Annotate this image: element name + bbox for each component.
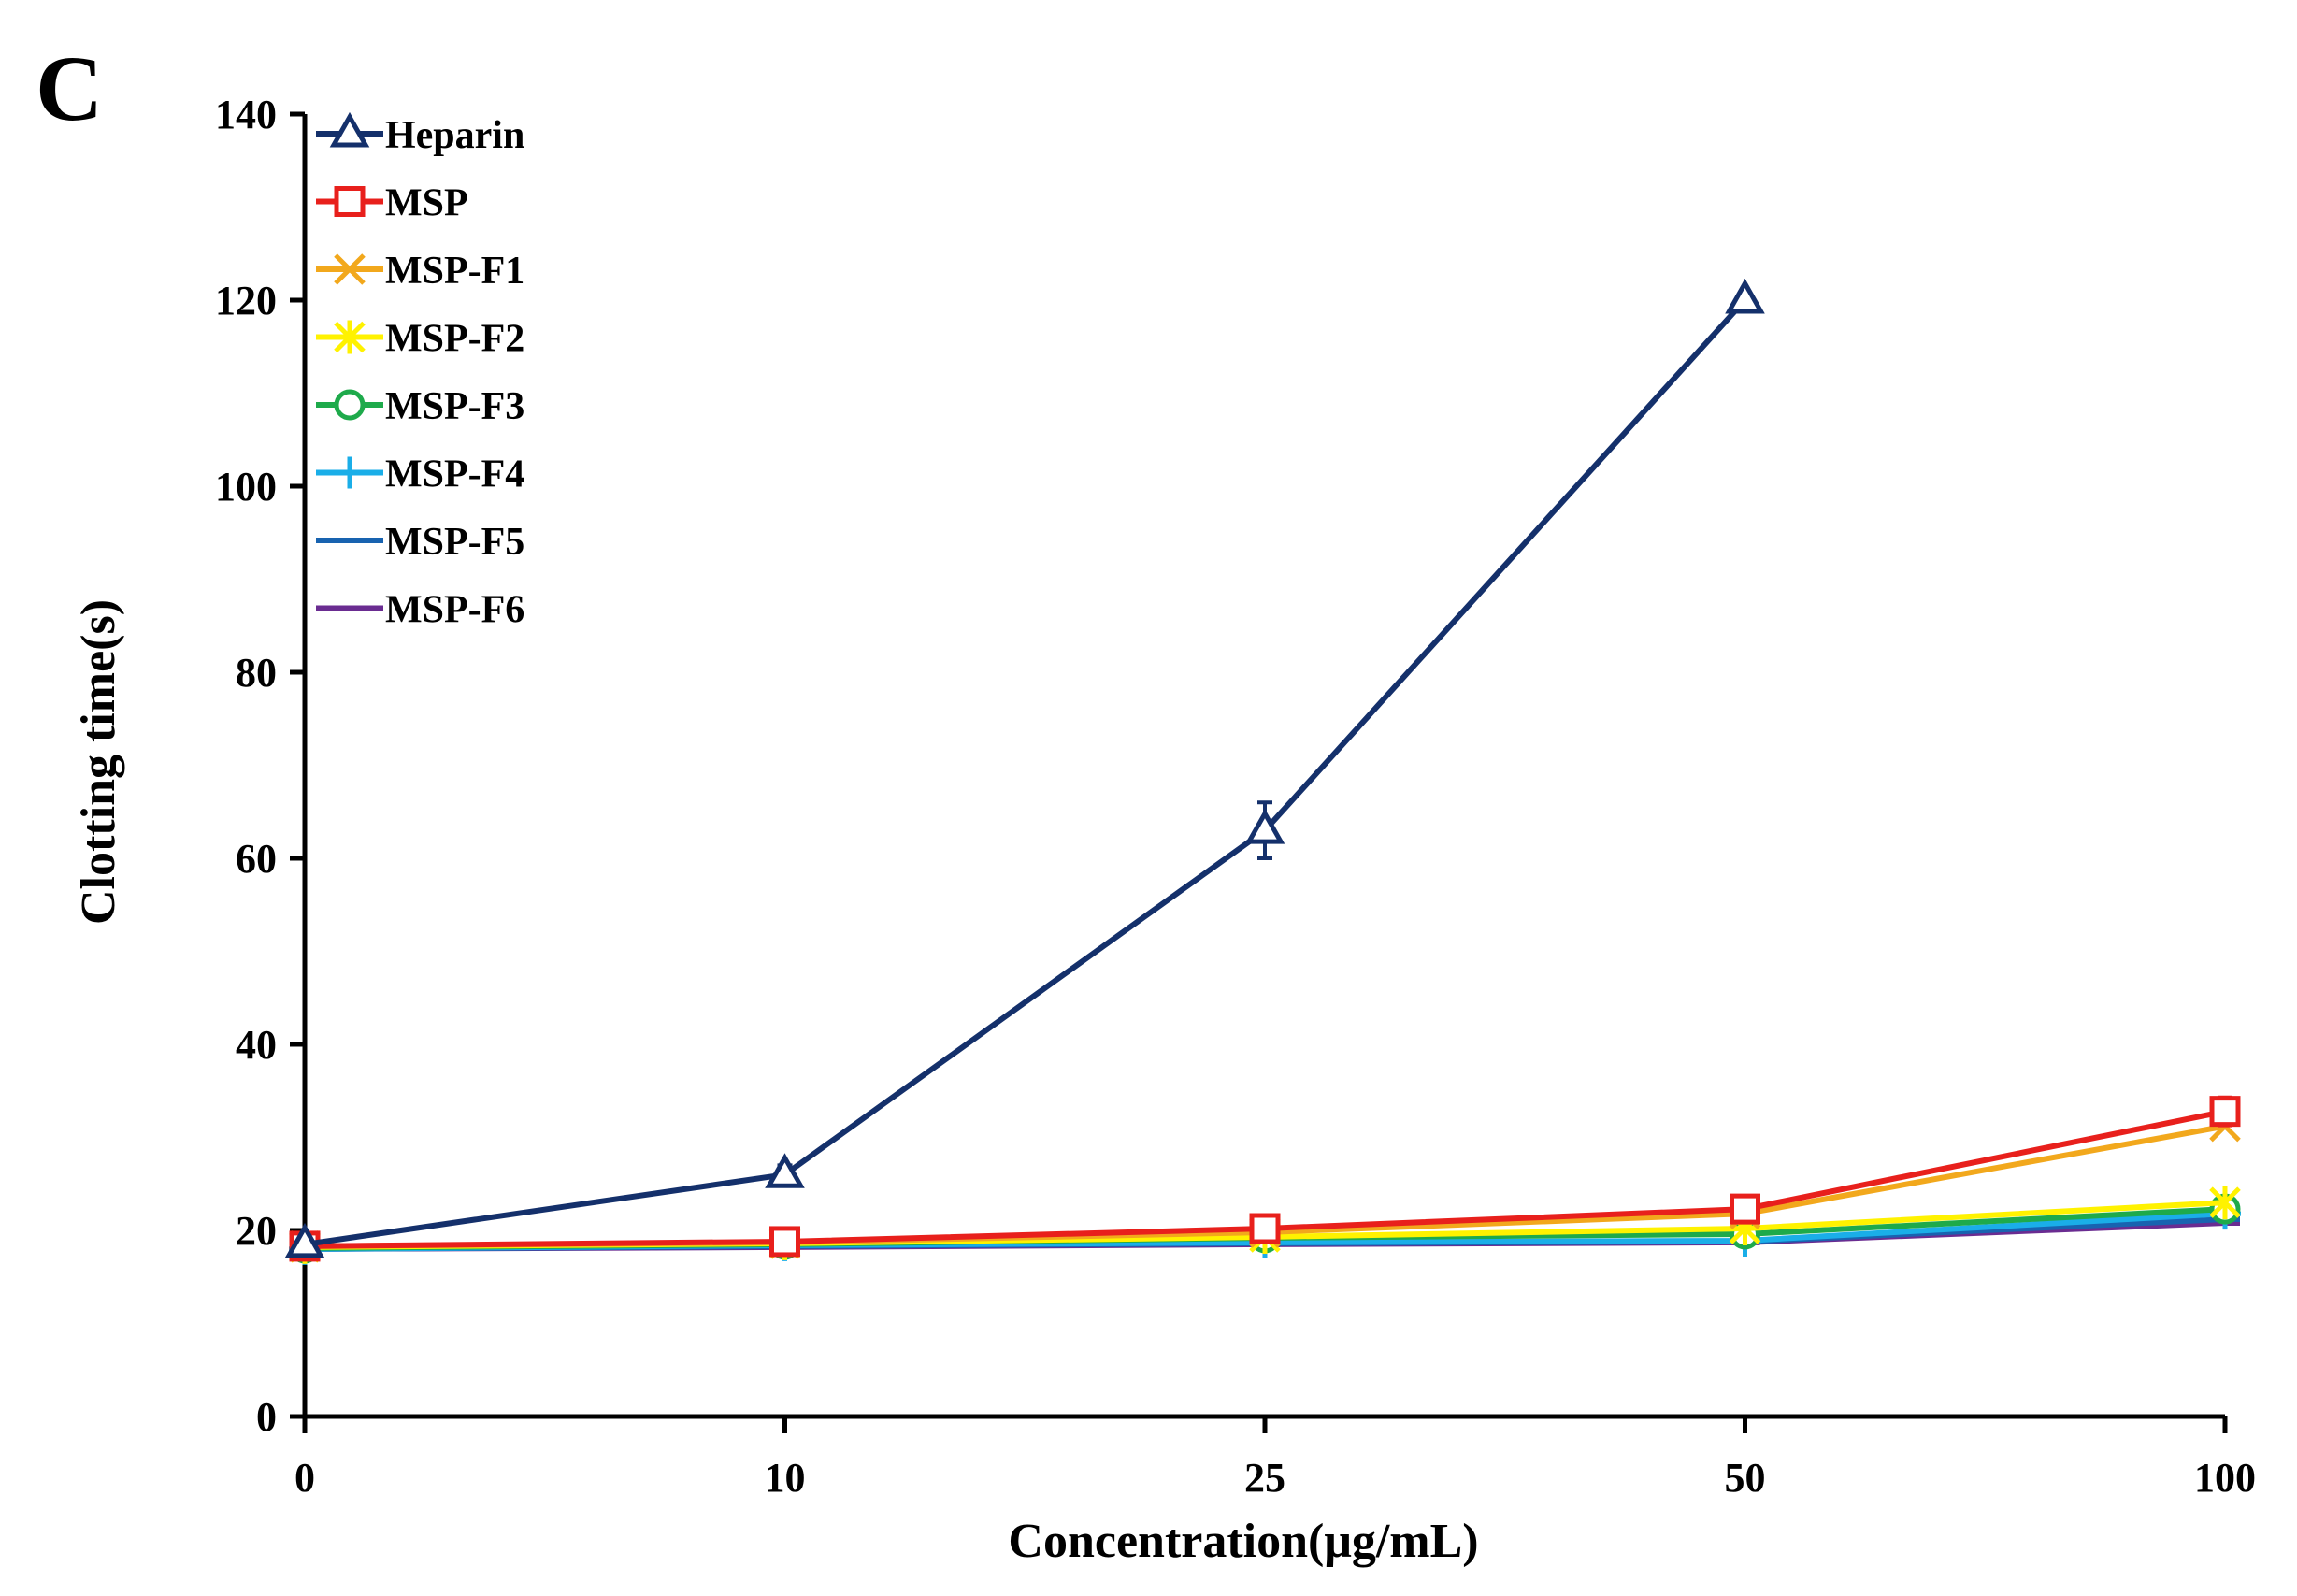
legend-label-msp-f4: MSP-F4 [385, 453, 524, 496]
x-axis-title: Concentration(μg/mL) [1008, 1515, 1478, 1568]
legend-marker-msp-f4 [334, 456, 366, 489]
x-tick-label: 10 [765, 1455, 806, 1501]
legend-marker-msp-f3 [334, 389, 366, 421]
legend-item-msp-f5: MSP-F5 [316, 521, 524, 564]
x-tick-label: 25 [1244, 1455, 1285, 1501]
y-tick-label: 0 [256, 1394, 277, 1440]
x-tick-label: 0 [294, 1455, 315, 1501]
circle-marker-shape [334, 389, 366, 421]
y-tick-label: 20 [236, 1208, 277, 1254]
data-point-msp [1730, 1193, 1760, 1225]
legend-marker-msp [334, 186, 366, 217]
axes: 0 20 40 60 80 100 120 140 0 10 25 50 100 [215, 92, 2256, 1501]
asterisk-marker-shape [2209, 1186, 2241, 1220]
data-point-heparin [1244, 809, 1285, 844]
legend-item-msp-f1: MSP-F1 [316, 250, 524, 293]
data-point-msp [2209, 1096, 2241, 1128]
data-point-msp-f2 [2209, 1186, 2241, 1220]
triangle-marker-shape [1244, 809, 1285, 844]
legend: Heparin MSP MSP-F1 MSP-F2 MSP-F3 MSP-F4 MSP-F5… [316, 111, 524, 632]
series-group [284, 278, 2241, 1265]
plus-marker-shape [334, 456, 366, 489]
triangle-marker-shape [329, 111, 370, 148]
triangle-marker-shape [284, 1222, 325, 1258]
panel-label: C [36, 36, 103, 140]
x-tick-label: 100 [2194, 1455, 2256, 1501]
legend-item-msp: MSP [316, 182, 468, 225]
y-tick-label: 80 [236, 650, 277, 696]
legend-item-msp-f3: MSP-F3 [316, 385, 524, 428]
square-marker-shape [1730, 1193, 1760, 1225]
data-point-heparin [765, 1153, 805, 1188]
data-point-msp [769, 1226, 800, 1258]
legend-item-msp-f6: MSP-F6 [316, 589, 524, 632]
x-tick-label: 50 [1725, 1455, 1766, 1501]
legend-label-msp: MSP [385, 182, 468, 225]
y-tick-label: 120 [215, 278, 277, 324]
square-marker-shape [334, 186, 366, 217]
series-heparin [284, 278, 1765, 1258]
data-point-heparin [1725, 278, 1765, 314]
triangle-marker-shape [1725, 278, 1765, 314]
y-tick-label: 100 [215, 464, 277, 510]
data-point-msp [1249, 1213, 1281, 1244]
legend-label-msp-f6: MSP-F6 [385, 589, 524, 632]
legend-label-heparin: Heparin [385, 114, 524, 157]
legend-label-msp-f1: MSP-F1 [385, 250, 524, 293]
legend-marker-heparin [329, 111, 370, 148]
series-line-heparin [304, 297, 1747, 1247]
triangle-marker-shape [765, 1153, 805, 1188]
legend-label-msp-f2: MSP-F2 [385, 318, 524, 361]
legend-item-msp-f4: MSP-F4 [316, 453, 524, 496]
y-axis-title: Clotting time(s) [72, 599, 125, 925]
square-marker-shape [1249, 1213, 1281, 1244]
legend-marker-msp-f1 [334, 253, 366, 285]
y-tick-label: 60 [236, 836, 277, 882]
x-marker-shape [334, 253, 366, 285]
legend-item-heparin: Heparin [316, 111, 524, 157]
square-marker-shape [2209, 1096, 2241, 1128]
y-tick-label: 40 [236, 1022, 277, 1068]
asterisk-marker-shape [334, 320, 366, 354]
legend-item-msp-f2: MSP-F2 [316, 318, 524, 361]
legend-label-msp-f5: MSP-F5 [385, 521, 524, 564]
legend-label-msp-f3: MSP-F3 [385, 385, 524, 428]
square-marker-shape [769, 1226, 800, 1258]
y-tick-label: 140 [215, 92, 277, 137]
legend-marker-msp-f2 [334, 320, 366, 354]
data-point-heparin [284, 1222, 325, 1258]
